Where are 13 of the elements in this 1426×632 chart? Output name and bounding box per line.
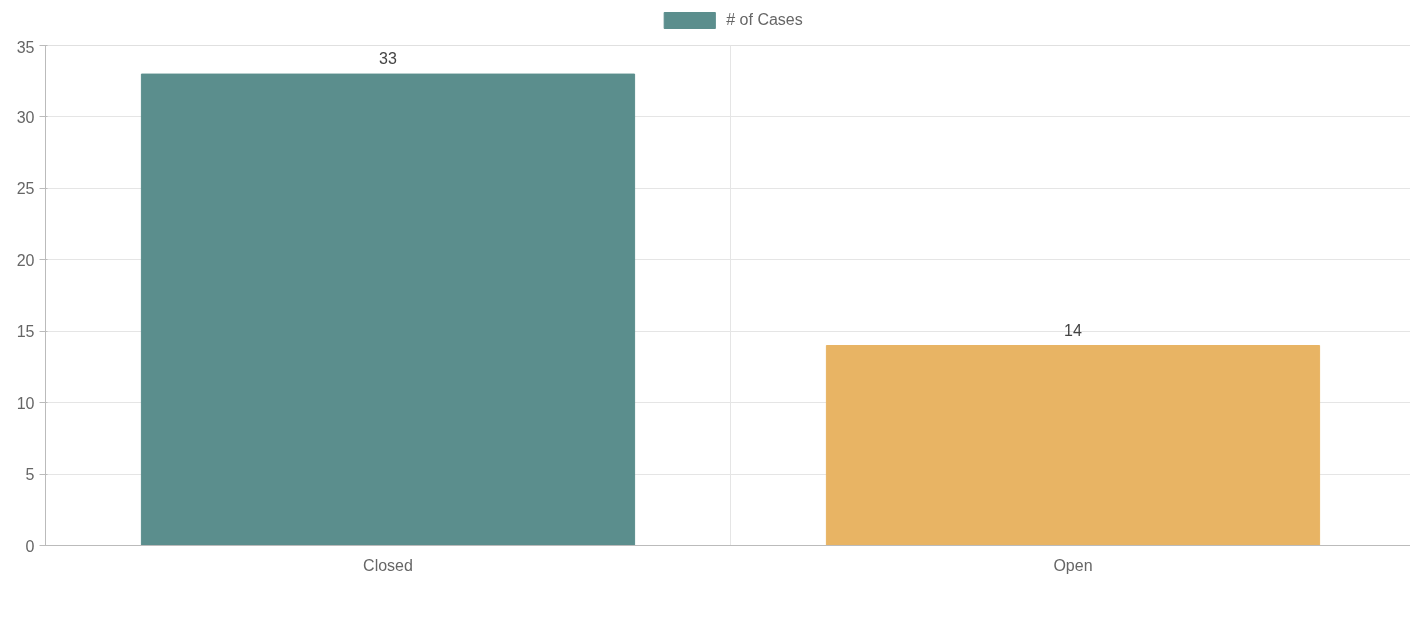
data-label: 14 xyxy=(1064,321,1082,339)
x-tick-label: Open xyxy=(1053,556,1093,574)
y-tick-label: 10 xyxy=(16,394,35,412)
y-tick-label: 20 xyxy=(16,251,35,269)
legend-label: # of Cases xyxy=(726,11,803,29)
y-tick-label: 30 xyxy=(16,108,35,126)
data-label: 33 xyxy=(379,50,397,68)
x-tick-label: Closed xyxy=(363,556,413,574)
y-tick-label: 15 xyxy=(16,323,35,341)
y-tick-label: 0 xyxy=(25,537,35,555)
y-tick-label: 5 xyxy=(25,466,35,484)
y-tick-label: 25 xyxy=(16,180,35,198)
y-tick-label: 35 xyxy=(16,38,35,56)
